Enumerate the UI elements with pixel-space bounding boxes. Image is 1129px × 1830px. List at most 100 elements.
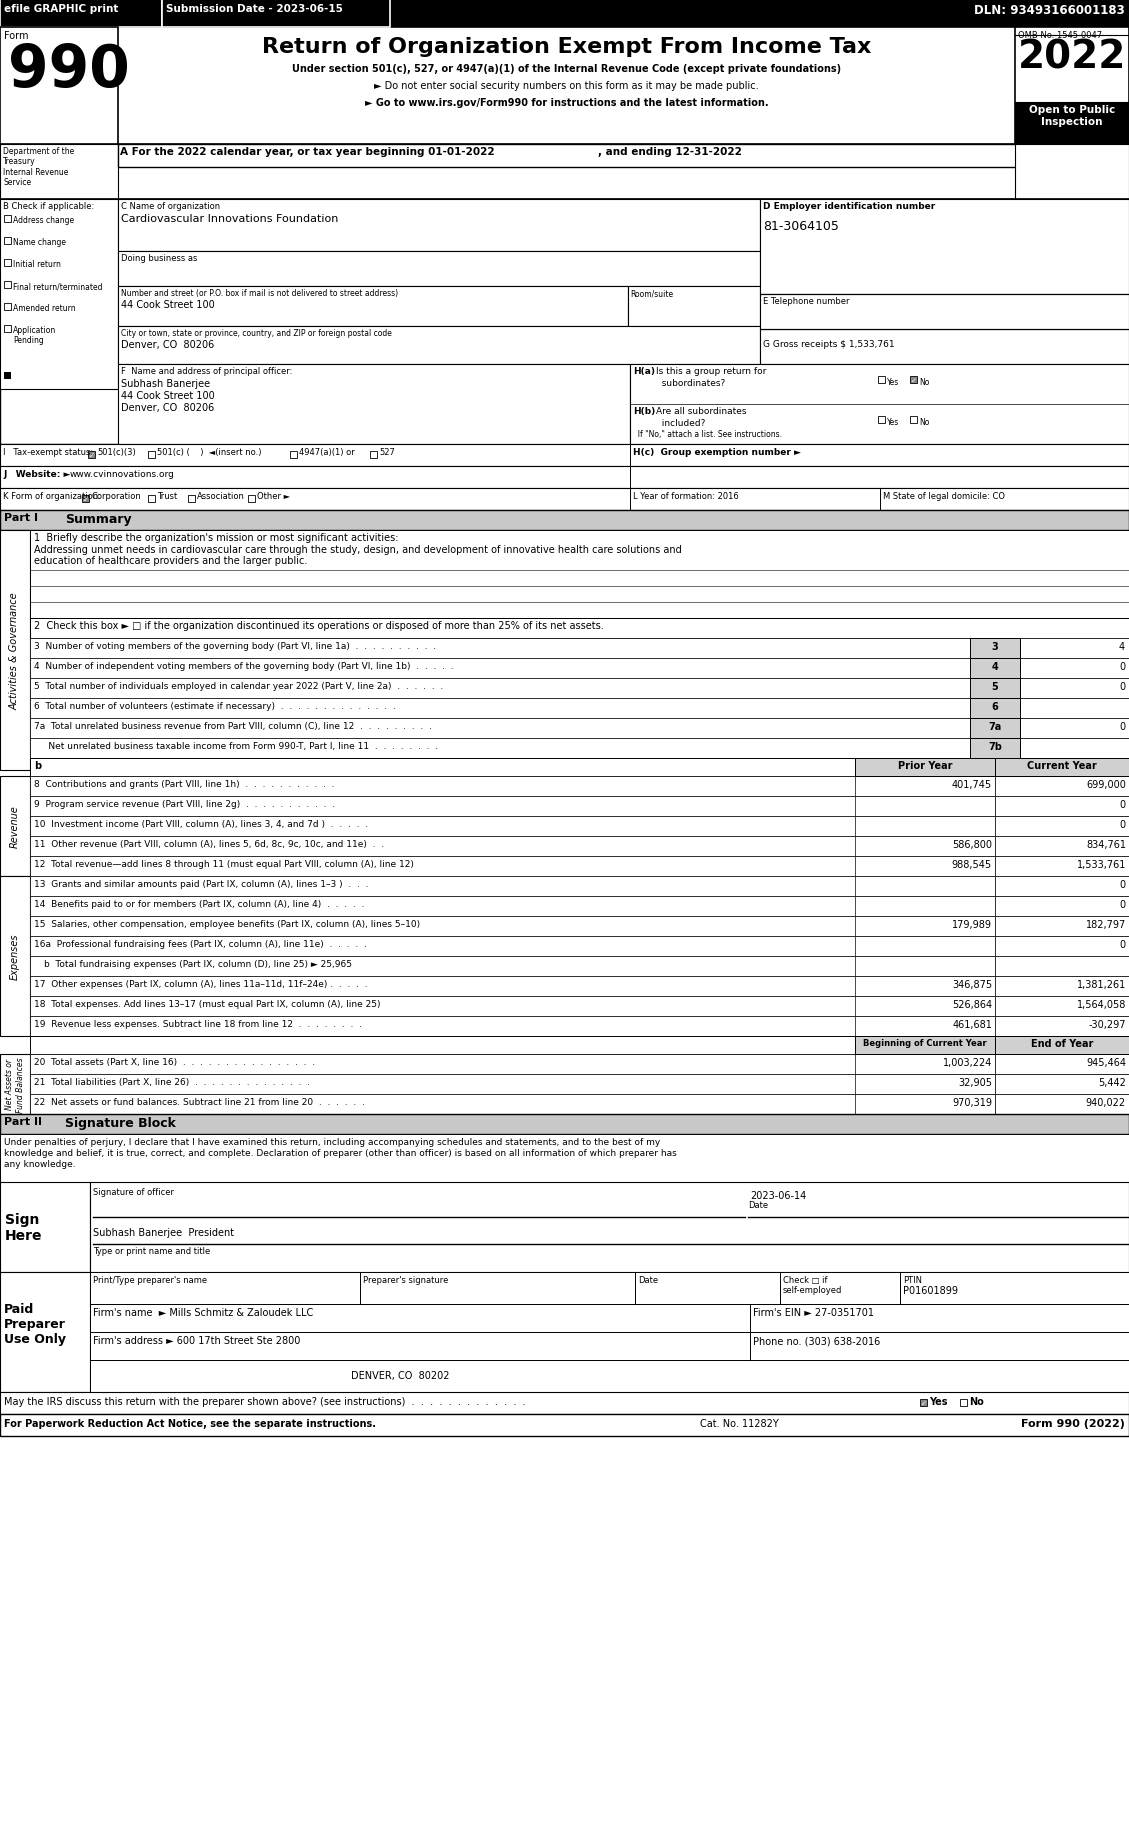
Bar bbox=[995, 759, 1129, 776]
Text: Type or print name and title: Type or print name and title bbox=[93, 1246, 210, 1255]
Bar bbox=[290, 452, 297, 459]
Text: Activities & Governance: Activities & Governance bbox=[10, 591, 20, 710]
Bar bbox=[370, 452, 377, 459]
Text: Cardiovascular Innovations Foundation: Cardiovascular Innovations Foundation bbox=[121, 214, 339, 223]
Text: 11  Other revenue (Part VIII, column (A), lines 5, 6d, 8c, 9c, 10c, and 11e)  . : 11 Other revenue (Part VIII, column (A),… bbox=[34, 840, 384, 849]
Text: Part II: Part II bbox=[5, 1116, 42, 1127]
Bar bbox=[855, 997, 995, 1016]
Bar bbox=[1015, 27, 1129, 145]
Text: H(a): H(a) bbox=[633, 366, 655, 375]
Text: Form: Form bbox=[5, 31, 28, 40]
Text: Application
Pending: Application Pending bbox=[14, 326, 56, 346]
Text: 32,905: 32,905 bbox=[959, 1078, 992, 1087]
Text: No: No bbox=[919, 417, 929, 426]
Text: For Paperwork Reduction Act Notice, see the separate instructions.: For Paperwork Reduction Act Notice, see … bbox=[5, 1418, 376, 1427]
Text: 1,003,224: 1,003,224 bbox=[943, 1058, 992, 1067]
Bar bbox=[90, 1332, 1129, 1360]
Bar bbox=[1019, 699, 1129, 719]
Text: 990: 990 bbox=[8, 42, 130, 99]
Bar bbox=[30, 1054, 1129, 1074]
Text: 22  Net assets or fund balances. Subtract line 21 from line 20  .  .  .  .  .  .: 22 Net assets or fund balances. Subtract… bbox=[34, 1098, 365, 1107]
Text: 4: 4 bbox=[991, 662, 998, 672]
Bar bbox=[0, 489, 1129, 511]
Bar bbox=[0, 1114, 1129, 1135]
Bar bbox=[30, 957, 1129, 977]
Text: , and ending 12-31-2022: , and ending 12-31-2022 bbox=[598, 146, 742, 157]
Text: Open to Public
Inspection: Open to Public Inspection bbox=[1029, 104, 1115, 126]
Text: G Gross receipts $ 1,533,761: G Gross receipts $ 1,533,761 bbox=[763, 340, 894, 350]
Text: ✓: ✓ bbox=[920, 1400, 927, 1405]
Bar bbox=[855, 937, 995, 957]
Text: Is this a group return for: Is this a group return for bbox=[656, 366, 767, 375]
Bar bbox=[30, 619, 1129, 639]
Bar bbox=[248, 496, 255, 503]
Text: Summary: Summary bbox=[65, 512, 132, 525]
Bar bbox=[855, 759, 995, 776]
Text: Yes: Yes bbox=[929, 1396, 947, 1405]
Bar bbox=[995, 1016, 1129, 1036]
Bar bbox=[0, 776, 30, 877]
Bar bbox=[0, 145, 119, 199]
Text: Part I: Part I bbox=[5, 512, 38, 523]
Text: 0: 0 bbox=[1119, 721, 1124, 732]
Text: Amended return: Amended return bbox=[14, 304, 76, 313]
Bar bbox=[30, 699, 1129, 719]
Bar bbox=[5, 238, 11, 245]
Bar bbox=[855, 1036, 995, 1054]
Bar bbox=[30, 739, 1129, 759]
Bar bbox=[0, 199, 1129, 390]
Bar bbox=[995, 937, 1129, 957]
Text: Cat. No. 11282Y: Cat. No. 11282Y bbox=[700, 1418, 779, 1427]
Text: PTIN: PTIN bbox=[903, 1276, 922, 1285]
Bar bbox=[0, 1393, 1129, 1415]
Text: 13  Grants and similar amounts paid (Part IX, column (A), lines 1–3 )  .  .  .: 13 Grants and similar amounts paid (Part… bbox=[34, 880, 368, 889]
Text: Number and street (or P.O. box if mail is not delivered to street address): Number and street (or P.O. box if mail i… bbox=[121, 289, 399, 298]
Text: Date: Date bbox=[749, 1200, 768, 1210]
Bar bbox=[995, 836, 1129, 856]
Text: 16a  Professional fundraising fees (Part IX, column (A), line 11e)  .  .  .  .  : 16a Professional fundraising fees (Part … bbox=[34, 939, 367, 948]
Text: 10  Investment income (Part VIII, column (A), lines 3, 4, and 7d )  .  .  .  .  : 10 Investment income (Part VIII, column … bbox=[34, 820, 368, 829]
Text: Signature of officer: Signature of officer bbox=[93, 1188, 174, 1197]
Bar bbox=[995, 1094, 1129, 1114]
Text: H(c)  Group exemption number ►: H(c) Group exemption number ► bbox=[633, 448, 800, 458]
Text: 4: 4 bbox=[1119, 642, 1124, 651]
Bar bbox=[0, 445, 1129, 467]
Text: ✓: ✓ bbox=[910, 377, 917, 384]
Bar bbox=[1019, 679, 1129, 699]
Bar bbox=[855, 816, 995, 836]
Text: 2  Check this box ► □ if the organization discontinued its operations or dispose: 2 Check this box ► □ if the organization… bbox=[34, 620, 604, 631]
Bar bbox=[995, 977, 1129, 997]
Text: 0: 0 bbox=[1120, 880, 1126, 889]
Text: E Telephone number: E Telephone number bbox=[763, 296, 849, 306]
Text: Date: Date bbox=[638, 1276, 658, 1285]
Text: Signature Block: Signature Block bbox=[65, 1116, 176, 1129]
Text: 5,442: 5,442 bbox=[1099, 1078, 1126, 1087]
Text: Are all subordinates: Are all subordinates bbox=[656, 406, 746, 415]
Text: Firm's EIN ► 27-0351701: Firm's EIN ► 27-0351701 bbox=[753, 1307, 874, 1318]
Bar bbox=[0, 467, 1129, 489]
Bar bbox=[855, 1054, 995, 1074]
Bar bbox=[0, 0, 1129, 27]
Bar bbox=[5, 373, 11, 381]
Bar bbox=[1019, 719, 1129, 739]
Bar bbox=[855, 917, 995, 937]
Text: 0: 0 bbox=[1119, 681, 1124, 692]
Text: 7a: 7a bbox=[988, 721, 1001, 732]
Text: 44 Cook Street 100: 44 Cook Street 100 bbox=[121, 300, 215, 309]
Bar bbox=[0, 877, 30, 1036]
Bar bbox=[90, 1272, 1129, 1305]
Bar bbox=[855, 977, 995, 997]
Text: J   Website: ►: J Website: ► bbox=[3, 470, 70, 479]
Bar bbox=[855, 776, 995, 796]
Bar bbox=[855, 1074, 995, 1094]
Text: 0: 0 bbox=[1120, 900, 1126, 910]
Text: included?: included? bbox=[633, 419, 706, 428]
Text: Preparer's signature: Preparer's signature bbox=[364, 1276, 448, 1285]
Text: L Year of formation: 2016: L Year of formation: 2016 bbox=[633, 492, 738, 501]
Text: Association: Association bbox=[196, 492, 245, 501]
Text: Return of Organization Exempt From Income Tax: Return of Organization Exempt From Incom… bbox=[262, 37, 872, 57]
Bar bbox=[878, 417, 885, 425]
Text: Initial return: Initial return bbox=[14, 260, 61, 269]
Text: I   Tax-exempt status:: I Tax-exempt status: bbox=[3, 448, 93, 458]
Text: If "No," attach a list. See instructions.: If "No," attach a list. See instructions… bbox=[633, 430, 782, 439]
